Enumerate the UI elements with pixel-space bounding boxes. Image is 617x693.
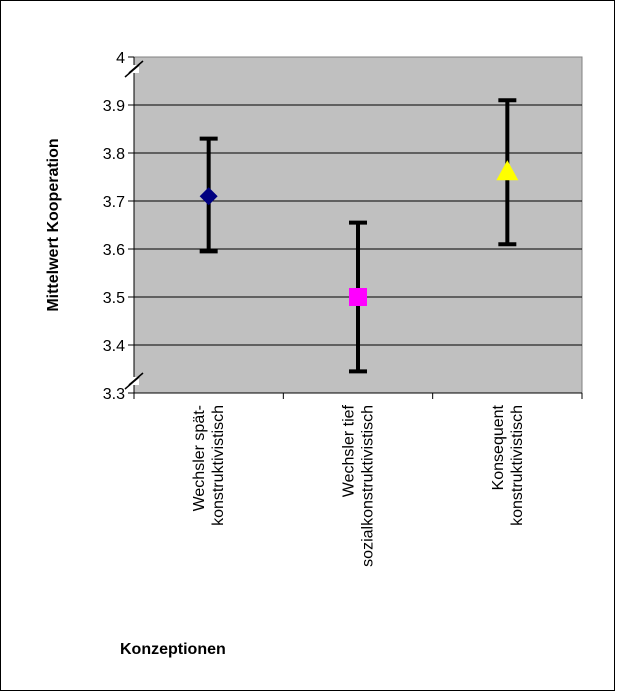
data-point-square	[349, 288, 367, 306]
data-point-diamond	[199, 187, 218, 206]
data-series	[199, 98, 519, 374]
x-tick-label: Konsequent	[490, 404, 507, 490]
y-tick-label: 3.7	[103, 194, 125, 211]
x-tick-label: konstruktivistisch	[210, 405, 227, 526]
y-tick-label: 3.8	[103, 146, 125, 163]
y-tick-label: 3.5	[103, 290, 125, 307]
axis-break-mark	[128, 60, 144, 74]
x-axis: Wechsler spät-konstruktivistisch Wechsler…	[133, 392, 583, 567]
axis-break-mark	[128, 372, 144, 386]
data-point-triangle	[496, 160, 519, 181]
y-tick-label: 4	[116, 50, 125, 67]
x-tick-label: Wechsler tief	[341, 404, 358, 497]
y-tick-label: 3.4	[103, 338, 125, 355]
y-tick-label: 3.9	[103, 98, 125, 115]
x-axis-title: Konzeptionen	[120, 641, 226, 658]
x-tick-label: sozialkonstruktivistisch	[360, 405, 377, 567]
y-axis-title: Mittelwert Kooperation	[45, 138, 62, 311]
y-axis: 3.3 3.4 3.5 3.6 3.7 3.8 3.9 4	[103, 50, 144, 403]
x-tick-label: konstruktivistisch	[509, 405, 526, 526]
y-tick-label: 3.6	[103, 242, 125, 259]
x-tick-label: Wechsler spät-	[191, 405, 208, 511]
y-tick-label: 3.3	[103, 386, 125, 403]
